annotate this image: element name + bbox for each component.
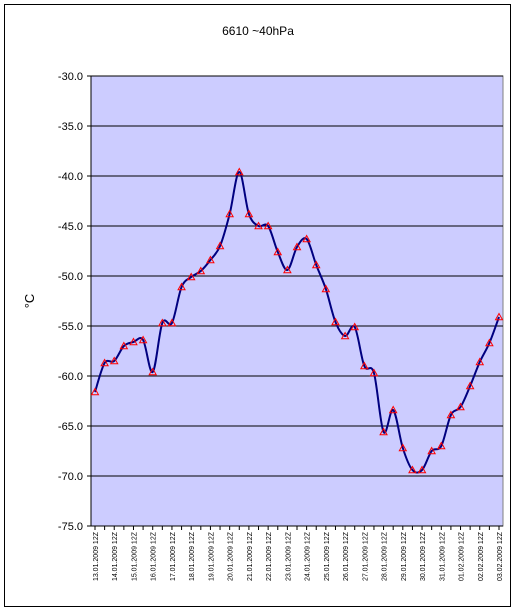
data-point-marker	[167, 318, 177, 327]
data-point-marker	[417, 465, 427, 474]
x-axis-ticks: 13.01.2009 12Z 14.01.2009 12Z 15.01.2009 1…	[90, 76, 504, 581]
data-point-marker	[465, 381, 475, 390]
data-point-marker	[206, 255, 215, 264]
data-point-marker	[283, 265, 292, 274]
x-tick-label: 03.02.2009 12Z	[497, 531, 504, 581]
data-point-marker	[90, 387, 100, 396]
data-point-marker	[119, 341, 129, 350]
y-tick-label: -30.0	[58, 71, 83, 83]
data-point-marker	[292, 242, 302, 251]
y-tick-label: -60.0	[58, 371, 83, 383]
data-point-marker	[148, 367, 158, 376]
data-point-marker	[109, 356, 119, 365]
data-point-marker	[215, 241, 225, 250]
data-point-marker	[100, 358, 109, 367]
data-point-marker	[186, 272, 196, 281]
data-point-marker	[273, 247, 283, 256]
series-line	[94, 170, 500, 474]
x-tick-label: 21.01.2009 12Z	[247, 531, 254, 581]
data-point-marker	[369, 368, 379, 377]
data-point-marker	[436, 441, 446, 450]
x-tick-label: 26.01.2009 12Z	[343, 531, 350, 581]
data-point-marker	[177, 282, 186, 291]
y-axis-ticks: -30.0 -35.0 -40.0 -45.0 -50.0 -55.0 -60.0 -65.0…	[58, 71, 91, 533]
data-point-marker	[379, 427, 388, 436]
data-point-marker	[485, 338, 494, 347]
y-tick-label: -65.0	[58, 421, 83, 433]
y-tick-label: -40.0	[58, 171, 83, 183]
data-point-marker	[302, 234, 311, 243]
y-tick-label: -55.0	[58, 321, 83, 333]
data-point-marker	[446, 410, 456, 419]
x-tick-label: 25.01.2009 12Z	[324, 531, 331, 581]
data-point-marker	[311, 260, 321, 269]
x-tick-label: 23.01.2009 12Z	[285, 531, 292, 581]
x-tick-label: 16.01.2009 12Z	[151, 531, 158, 581]
y-tick-label: -50.0	[58, 271, 83, 283]
data-point-marker	[196, 266, 206, 275]
data-point-marker	[398, 443, 408, 452]
y-tick-label: -70.0	[58, 471, 83, 483]
x-tick-label: 18.01.2009 12Z	[189, 531, 196, 581]
data-point-marker	[244, 209, 254, 218]
data-point-marker	[225, 209, 235, 218]
data-point-marker	[263, 221, 273, 230]
x-tick-label: 19.01.2009 12Z	[208, 531, 215, 581]
y-tick-label: -75.0	[58, 521, 83, 533]
x-tick-label: 20.01.2009 12Z	[228, 531, 235, 581]
data-point-marker	[475, 357, 485, 366]
data-point-marker	[157, 318, 167, 327]
x-tick-label: 15.01.2009 12Z	[131, 531, 138, 581]
x-tick-label: 28.01.2009 12Z	[382, 531, 389, 581]
series-markers	[90, 167, 504, 474]
y-axis-label: °C	[22, 294, 37, 309]
data-point-marker	[234, 167, 244, 176]
x-tick-label: 31.01.2009 12Z	[439, 531, 446, 581]
x-tick-label: 14.01.2009 12Z	[112, 531, 119, 581]
x-tick-label: 01.02.2009 12Z	[459, 531, 466, 581]
x-tick-label: 29.01.2009 12Z	[401, 531, 408, 581]
y-tick-label: -35.0	[58, 121, 83, 133]
data-point-marker	[138, 335, 148, 344]
x-tick-label: 02.02.2009 12Z	[478, 531, 485, 581]
x-tick-label: 27.01.2009 12Z	[362, 531, 369, 581]
data-point-marker	[340, 331, 350, 340]
data-point-marker	[388, 405, 398, 414]
plot-area	[90, 75, 504, 527]
data-point-marker	[359, 361, 369, 370]
data-point-marker	[494, 312, 504, 321]
x-tick-label: 24.01.2009 12Z	[305, 531, 312, 581]
data-point-marker	[321, 284, 331, 293]
data-point-marker	[408, 465, 417, 474]
data-point-marker	[456, 402, 465, 411]
chart-title: 6610 ~40hPa	[222, 24, 294, 38]
x-tick-label: 17.01.2009 12Z	[170, 531, 177, 581]
data-point-marker	[427, 446, 437, 455]
data-point-marker	[254, 221, 263, 230]
x-tick-label: 13.01.2009 12Z	[93, 531, 100, 581]
data-point-marker	[350, 322, 360, 331]
x-tick-label: 30.01.2009 12Z	[420, 531, 427, 581]
data-point-marker	[129, 337, 138, 346]
y-tick-label: -45.0	[58, 221, 83, 233]
x-tick-label: 22.01.2009 12Z	[266, 531, 273, 581]
data-point-marker	[331, 317, 340, 326]
